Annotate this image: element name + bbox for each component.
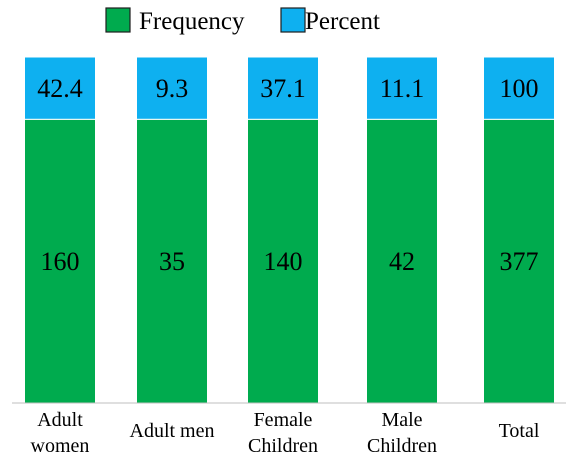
data-label-percent-1: 9.3 xyxy=(156,74,189,103)
legend-label-percent: Percent xyxy=(305,8,380,35)
legend-swatch-frequency xyxy=(105,7,131,33)
bar-percent-2 xyxy=(247,56,319,120)
bar-percent-3 xyxy=(366,56,438,120)
category-label-0: Adult women xyxy=(31,409,90,457)
data-label-frequency-1: 35 xyxy=(159,247,185,276)
data-label-percent-2: 37.1 xyxy=(260,74,306,103)
data-label-percent-4: 100 xyxy=(500,74,539,103)
category-label-3: Male Children xyxy=(367,409,437,457)
bar-percent-4 xyxy=(483,56,555,120)
category-label-1: Adult men xyxy=(130,420,215,442)
bar-frequency-2 xyxy=(247,118,319,404)
category-label-2: Female Children xyxy=(248,409,318,457)
legend-swatch-percent xyxy=(280,7,306,33)
legend-label-frequency: Frequency xyxy=(139,8,245,35)
category-label-4: Total xyxy=(499,420,540,442)
bar-frequency-0 xyxy=(24,118,96,404)
legend: Frequency Percent xyxy=(105,7,380,35)
bar-percent-0 xyxy=(24,56,96,120)
data-label-frequency-0: 160 xyxy=(41,247,80,276)
data-label-frequency-4: 377 xyxy=(500,247,539,276)
bar-percent-1 xyxy=(136,56,208,120)
x-axis-labels: Adult women Adult men Female Children Male Chi… xyxy=(31,409,540,457)
data-label-frequency-2: 140 xyxy=(264,247,303,276)
data-label-percent-0: 42.4 xyxy=(37,74,83,103)
data-label-percent-3: 11.1 xyxy=(380,74,425,103)
data-label-frequency-3: 42 xyxy=(389,247,415,276)
bars: 160 42.4 35 9.3 140 37.1 42 11.1 377 100 xyxy=(24,56,555,404)
